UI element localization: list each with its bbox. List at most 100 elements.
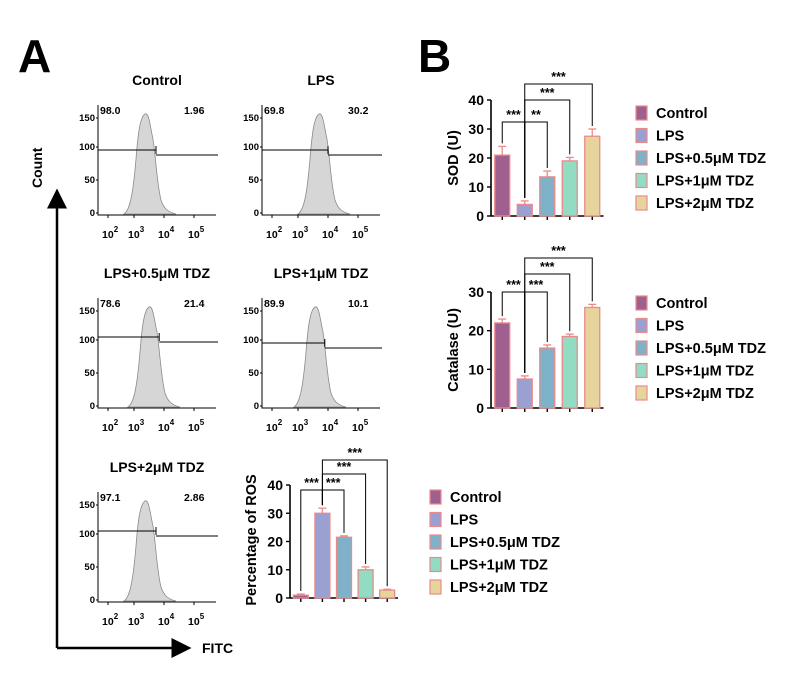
histogram-x-tick-base: 10 xyxy=(292,229,304,241)
legend-swatch-3 xyxy=(635,172,648,189)
panel-label-b: B xyxy=(418,30,451,82)
legend-swatch-2 xyxy=(635,150,648,166)
bar-y-tick-label: 20 xyxy=(468,150,484,166)
legend-swatch-3 xyxy=(635,362,648,379)
histogram-y-tick: 100 xyxy=(79,335,95,346)
histogram-x-tick-base: 10 xyxy=(188,422,200,434)
histogram-x-tick: 105 xyxy=(188,418,205,434)
significance-label: *** xyxy=(506,278,521,292)
legend-swatch-0 xyxy=(635,105,648,121)
bar-y-axis-label: SOD (U) xyxy=(446,130,462,186)
significance-label: *** xyxy=(540,86,555,100)
legend-label-1: LPS xyxy=(656,319,685,335)
gate-left-percent: 69.8 xyxy=(264,105,285,117)
legend-swatch-1 xyxy=(635,127,648,144)
histogram-x-tick: 103 xyxy=(292,225,309,241)
histogram-y-tick: 50 xyxy=(248,368,259,379)
histogram-x-tick-base: 10 xyxy=(158,229,170,241)
legend-swatch-0 xyxy=(635,295,648,311)
significance-label: *** xyxy=(551,244,566,258)
histogram-x-tick-exponent: 5 xyxy=(200,418,205,427)
legend-swatch-2 xyxy=(635,340,648,356)
histogram-y-tick: 150 xyxy=(243,306,259,317)
significance-bracket xyxy=(501,121,526,198)
bar-2 xyxy=(335,536,353,599)
histogram-y-tick: 50 xyxy=(84,562,95,573)
histogram-x-tick-base: 10 xyxy=(128,229,140,241)
histogram-x-tick-exponent: 4 xyxy=(170,418,175,427)
histogram-x-tick: 104 xyxy=(158,612,175,628)
histogram-x-tick-exponent: 4 xyxy=(170,612,175,621)
histogram-y-tick: 100 xyxy=(79,529,95,540)
histogram-x-tick-base: 10 xyxy=(266,229,278,241)
histogram-title: Control xyxy=(132,72,182,88)
significance-bracket xyxy=(321,459,388,587)
histogram-curve xyxy=(122,113,177,215)
legend-label-2: LPS+0.5μM TDZ xyxy=(656,151,766,167)
histogram-x-tick: 103 xyxy=(128,612,145,628)
legend-label-0: Control xyxy=(656,106,708,122)
bar-y-tick-label: 0 xyxy=(275,590,283,606)
histogram-y-tick: 100 xyxy=(243,335,259,346)
histogram-title: LPS xyxy=(307,72,334,88)
bar-1 xyxy=(516,203,533,217)
histogram-x-tick: 105 xyxy=(352,418,369,434)
histogram-y-tick: 150 xyxy=(79,500,95,511)
histogram-x-tick-base: 10 xyxy=(322,422,334,434)
legend-swatch-3 xyxy=(429,556,442,573)
histogram-x-tick: 105 xyxy=(188,612,205,628)
histogram-x-tick: 104 xyxy=(158,418,175,434)
histogram-x-tick-base: 10 xyxy=(158,616,170,628)
significance-label: ** xyxy=(531,108,541,122)
bar-y-tick-label: 30 xyxy=(468,121,484,137)
panel-label-a: A xyxy=(18,30,51,82)
histogram-x-tick-base: 10 xyxy=(352,422,364,434)
bar-y-tick-label: 10 xyxy=(468,179,484,195)
bar-2 xyxy=(539,176,556,217)
bar-y-axis-label: Catalase (U) xyxy=(446,308,462,392)
histogram-x-tick: 102 xyxy=(266,225,283,241)
histogram-x-tick-base: 10 xyxy=(188,616,200,628)
fitc-axis-label: FITC xyxy=(202,640,233,656)
histogram-x-tick: 105 xyxy=(188,225,205,241)
histogram-x-tick-base: 10 xyxy=(292,422,304,434)
histogram-x-tick-exponent: 5 xyxy=(200,225,205,234)
significance-bracket xyxy=(524,83,593,198)
histogram-x-tick-exponent: 2 xyxy=(278,225,283,234)
legend-label-2: LPS+0.5μM TDZ xyxy=(656,341,766,357)
legend-label-2: LPS+0.5μM TDZ xyxy=(450,535,560,551)
histogram-title: LPS+2μM TDZ xyxy=(110,459,205,475)
histogram-x-tick-exponent: 3 xyxy=(304,225,309,234)
histogram-x-tick-base: 10 xyxy=(322,229,334,241)
legend-label-0: Control xyxy=(656,296,708,312)
histogram-x-tick-exponent: 4 xyxy=(334,225,339,234)
significance-label: *** xyxy=(337,460,352,474)
histogram-y-tick: 100 xyxy=(243,142,259,153)
histogram-y-tick: 100 xyxy=(79,142,95,153)
histogram-curve xyxy=(126,306,181,408)
bar-y-tick-label: 0 xyxy=(476,208,484,224)
bar-0 xyxy=(292,594,309,599)
legend-label-1: LPS xyxy=(656,129,685,145)
histogram-y-tick: 150 xyxy=(243,113,259,124)
histogram-x-tick-exponent: 2 xyxy=(278,418,283,427)
histogram-x-tick-base: 10 xyxy=(352,229,364,241)
bar-3 xyxy=(357,569,374,599)
histogram-x-tick-base: 10 xyxy=(128,616,140,628)
histogram-title: LPS+1μM TDZ xyxy=(274,265,369,281)
legend-label-3: LPS+1μM TDZ xyxy=(656,364,754,380)
histogram-y-tick: 0 xyxy=(90,595,95,606)
histogram-x-tick-exponent: 5 xyxy=(200,612,205,621)
histogram-y-tick: 0 xyxy=(254,401,259,412)
histogram-y-tick: 50 xyxy=(84,368,95,379)
histogram-x-tick-exponent: 3 xyxy=(304,418,309,427)
histogram-curve xyxy=(122,500,177,602)
histogram-x-tick: 102 xyxy=(102,225,119,241)
legend-swatch-4 xyxy=(429,579,442,595)
bar-chart-7: 0 10 20 30 Catalase (U) *** *** *** *** Control LP… xyxy=(446,244,766,416)
significance-bracket xyxy=(524,257,593,373)
histogram-x-tick-exponent: 4 xyxy=(334,418,339,427)
